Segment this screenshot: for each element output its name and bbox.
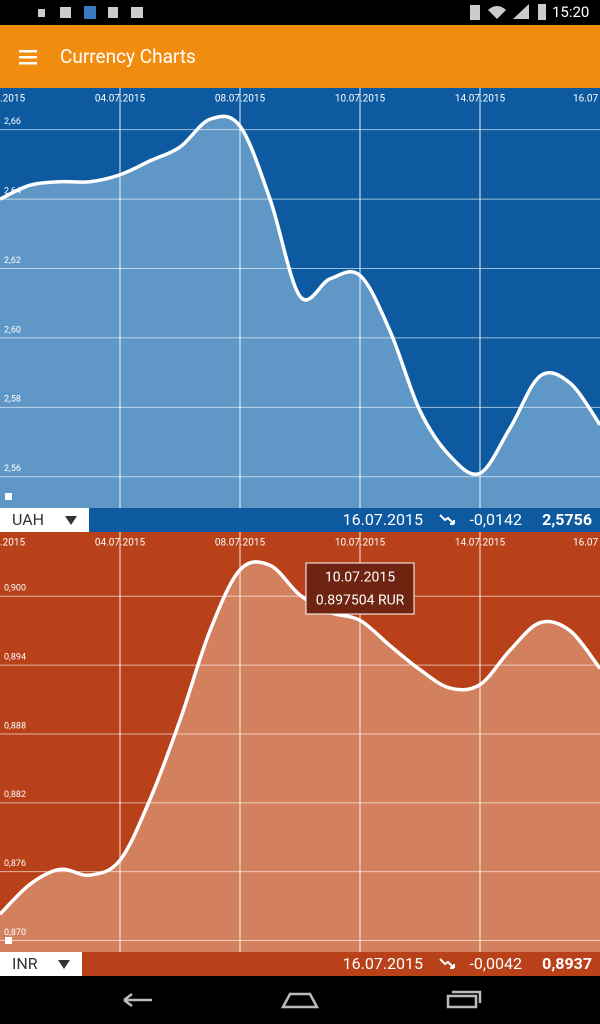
area-fill xyxy=(0,116,600,508)
y-tick-label: 2,60 xyxy=(4,325,21,335)
dropdown-arrow[interactable] xyxy=(65,516,77,525)
y-tick-label: 0,882 xyxy=(4,790,26,800)
home-button[interactable] xyxy=(280,992,320,1009)
x-tick-label: 04.07.2015 xyxy=(95,94,146,105)
change-value: -0,0042 xyxy=(469,954,522,973)
status-icons xyxy=(38,4,546,20)
x-tick-label: 14.07.2015 xyxy=(455,538,506,549)
y-tick-label: 2,62 xyxy=(4,256,21,266)
y-tick-label: 2,66 xyxy=(4,117,21,127)
tooltip-box xyxy=(305,562,415,615)
x-tick-label: 16.07 xyxy=(573,94,598,105)
tooltip-value: 0.897504 RUR xyxy=(316,593,405,609)
y-tick-label: 0,894 xyxy=(4,652,26,662)
legend-marker xyxy=(5,493,12,500)
nav-bar xyxy=(0,976,600,1024)
last-value: 2,5756 xyxy=(542,510,592,529)
y-tick-label: 0,888 xyxy=(4,721,26,731)
back-button[interactable] xyxy=(123,993,152,1007)
change-value: -0,0142 xyxy=(469,510,522,529)
y-tick-label: 2,56 xyxy=(4,464,21,474)
x-tick-label: 08.07.2015 xyxy=(215,538,266,549)
app-title: Currency Charts xyxy=(60,45,196,68)
trend-icon xyxy=(439,958,455,969)
x-tick-label: 10.07.2015 xyxy=(335,94,386,105)
trend-icon xyxy=(439,514,455,525)
y-tick-label: 0,876 xyxy=(4,859,26,869)
x-tick-label: 10.07.2015 xyxy=(335,538,386,549)
x-tick-label: 16.07 xyxy=(573,538,598,549)
menu-button[interactable] xyxy=(19,50,37,65)
info-bar xyxy=(0,952,600,976)
y-tick-label: 0,900 xyxy=(4,584,26,594)
clock: 15:20 xyxy=(552,3,589,21)
tooltip-date: 10.07.2015 xyxy=(325,570,395,586)
x-tick-label: 08.07.2015 xyxy=(215,94,266,105)
app-bar xyxy=(0,25,600,88)
x-tick-label: .2015 xyxy=(0,94,25,105)
line xyxy=(0,560,600,916)
currency-code[interactable]: INR xyxy=(12,954,38,973)
area-fill xyxy=(0,561,600,952)
y-tick-label: 0,870 xyxy=(4,928,26,938)
dropdown-arrow[interactable] xyxy=(58,960,70,969)
x-tick-label: 14.07.2015 xyxy=(455,94,506,105)
currency-selector[interactable] xyxy=(0,952,82,976)
legend-marker xyxy=(5,937,12,944)
last-date: 16.07.2015 xyxy=(343,954,423,973)
y-tick-label: 2,58 xyxy=(4,395,21,405)
last-date: 16.07.2015 xyxy=(343,510,423,529)
recents-button[interactable] xyxy=(446,990,482,1009)
currency-code[interactable]: UAH xyxy=(12,510,44,529)
x-tick-label: 04.07.2015 xyxy=(95,538,146,549)
line xyxy=(0,114,600,477)
x-tick-label: .2015 xyxy=(0,538,25,549)
last-value: 0,8937 xyxy=(542,954,592,973)
info-bar xyxy=(0,508,600,532)
